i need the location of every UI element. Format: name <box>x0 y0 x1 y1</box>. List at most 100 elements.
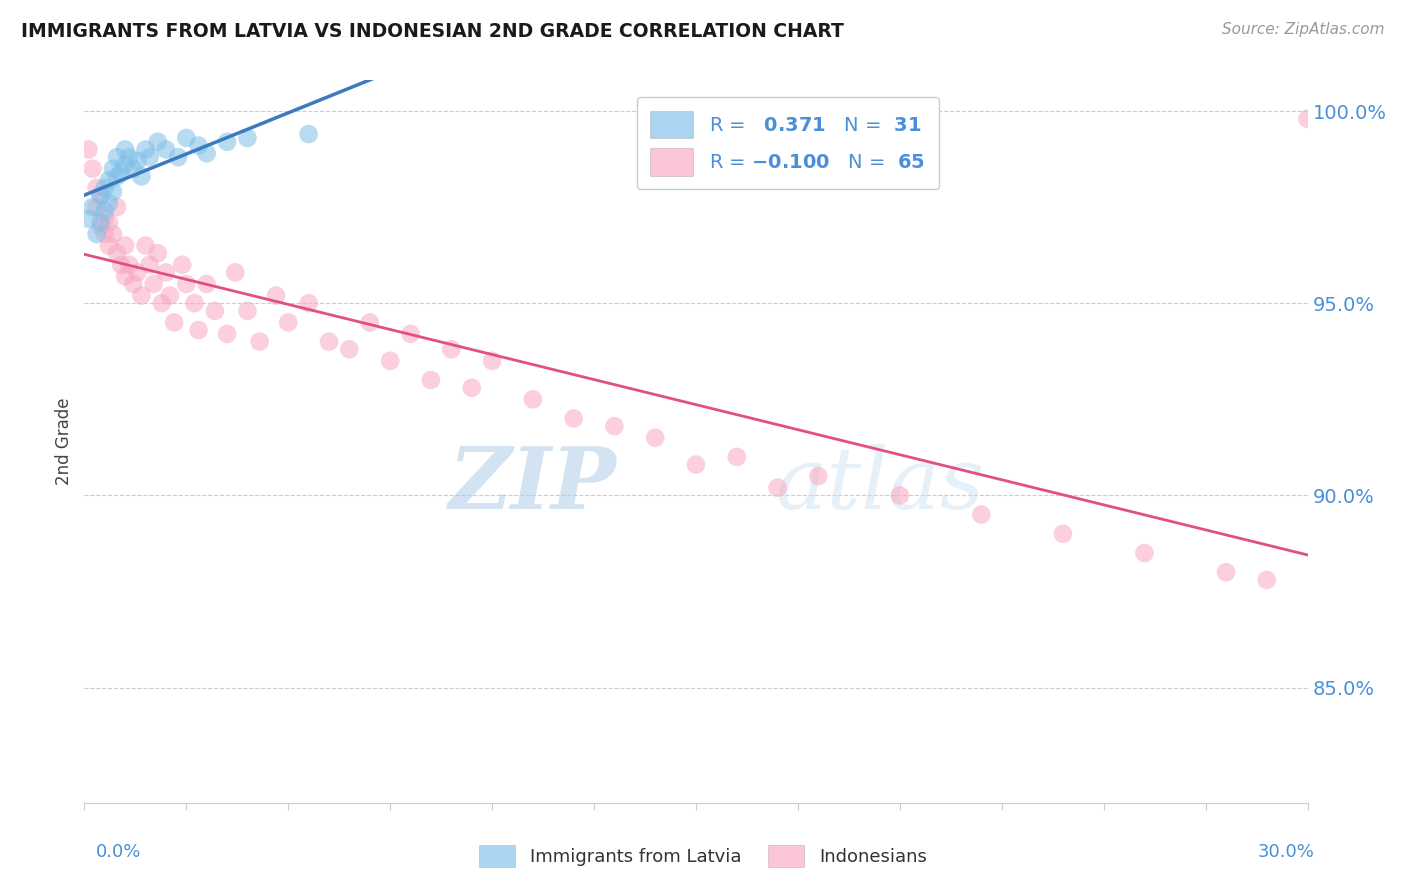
Point <box>217 326 239 341</box>
Text: Source: ZipAtlas.com: Source: ZipAtlas.com <box>1222 22 1385 37</box>
Point <box>110 258 132 272</box>
Text: atlas: atlas <box>776 443 984 526</box>
Point <box>461 381 484 395</box>
Point <box>339 343 361 357</box>
Point <box>122 161 145 176</box>
Point <box>298 296 321 310</box>
Point <box>1215 565 1237 579</box>
Point <box>93 227 115 241</box>
Point <box>187 138 209 153</box>
Point <box>90 219 112 234</box>
Point <box>105 150 128 164</box>
Point <box>90 215 112 229</box>
Point <box>110 165 132 179</box>
Point <box>440 343 463 357</box>
Point <box>603 419 626 434</box>
Point <box>481 354 503 368</box>
Point <box>725 450 748 464</box>
Point <box>86 200 108 214</box>
Point <box>277 315 299 329</box>
Point <box>131 288 153 302</box>
Point <box>644 431 666 445</box>
Point <box>224 265 246 279</box>
Point <box>889 488 911 502</box>
Point <box>172 258 194 272</box>
Point <box>138 258 160 272</box>
Point <box>93 211 115 226</box>
Point <box>82 200 104 214</box>
Text: 30.0%: 30.0% <box>1258 843 1315 861</box>
Point <box>127 153 149 168</box>
Point <box>122 277 145 291</box>
Point <box>138 150 160 164</box>
Point <box>1296 112 1319 126</box>
Point <box>766 481 789 495</box>
Point <box>204 304 226 318</box>
Point <box>135 143 157 157</box>
Point <box>1133 546 1156 560</box>
Point <box>183 296 205 310</box>
Point <box>97 196 120 211</box>
Point <box>86 227 108 241</box>
Point <box>90 188 112 202</box>
Point <box>142 277 165 291</box>
Point <box>420 373 443 387</box>
Point <box>93 203 115 218</box>
Legend: R =   $\bf{0.371}$   N =  $\bf{31}$, R = $\bf{-0.100}$   N =  $\bf{65}$: R = $\bf{0.371}$ N = $\bf{31}$, R = $\bf… <box>637 97 939 189</box>
Point <box>236 304 259 318</box>
Text: 0.0%: 0.0% <box>96 843 141 861</box>
Point <box>97 173 120 187</box>
Point <box>187 323 209 337</box>
Point <box>298 127 321 141</box>
Point <box>90 188 112 202</box>
Point <box>236 131 259 145</box>
Point <box>97 238 120 252</box>
Point <box>105 246 128 260</box>
Point <box>97 215 120 229</box>
Point <box>318 334 340 349</box>
Point <box>195 277 218 291</box>
Point <box>146 246 169 260</box>
Point <box>807 469 830 483</box>
Point <box>195 146 218 161</box>
Point <box>163 315 186 329</box>
Point <box>685 458 707 472</box>
Point <box>146 135 169 149</box>
Point <box>131 169 153 184</box>
Point <box>82 161 104 176</box>
Point <box>264 288 287 302</box>
Point <box>1256 573 1278 587</box>
Point <box>118 150 141 164</box>
Point <box>150 296 173 310</box>
Text: ZIP: ZIP <box>449 443 616 526</box>
Y-axis label: 2nd Grade: 2nd Grade <box>55 398 73 485</box>
Point <box>562 411 585 425</box>
Point <box>114 269 136 284</box>
Point <box>1052 526 1074 541</box>
Point <box>155 143 177 157</box>
Point <box>249 334 271 349</box>
Point <box>217 135 239 149</box>
Text: IMMIGRANTS FROM LATVIA VS INDONESIAN 2ND GRADE CORRELATION CHART: IMMIGRANTS FROM LATVIA VS INDONESIAN 2ND… <box>21 22 844 41</box>
Point <box>174 277 197 291</box>
Point <box>77 143 100 157</box>
Point <box>101 185 124 199</box>
Point <box>380 354 402 368</box>
Legend: Immigrants from Latvia, Indonesians: Immigrants from Latvia, Indonesians <box>472 838 934 874</box>
Point <box>101 227 124 241</box>
Point <box>114 158 136 172</box>
Point <box>167 150 190 164</box>
Point <box>118 258 141 272</box>
Point <box>101 161 124 176</box>
Point <box>114 143 136 157</box>
Point <box>359 315 381 329</box>
Point <box>86 181 108 195</box>
Point <box>970 508 993 522</box>
Point <box>135 238 157 252</box>
Point <box>105 169 128 184</box>
Point <box>155 265 177 279</box>
Point <box>114 238 136 252</box>
Point <box>93 181 115 195</box>
Point <box>77 211 100 226</box>
Point <box>127 265 149 279</box>
